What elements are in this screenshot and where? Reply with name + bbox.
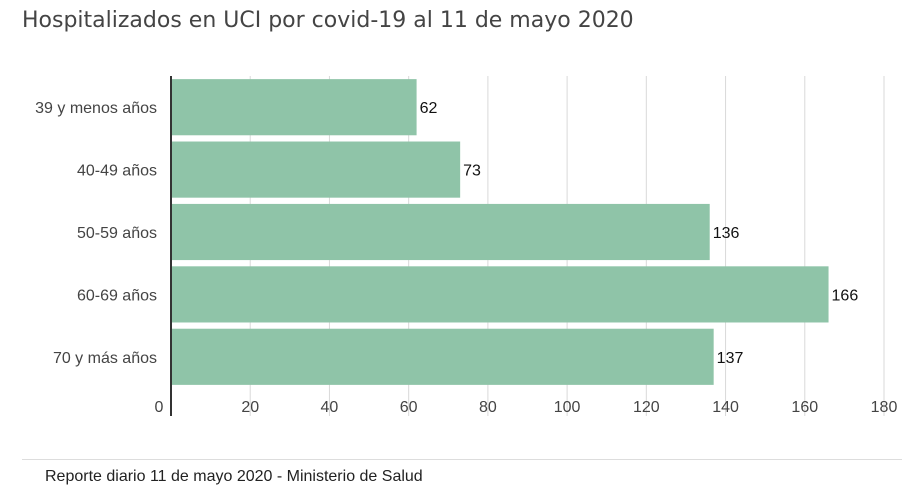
x-tick-label: 20: [241, 399, 259, 416]
x-tick-label: 100: [554, 399, 581, 416]
bar: [172, 266, 829, 323]
x-tick-label: 180: [871, 399, 898, 416]
bar: [172, 79, 417, 136]
x-tick-label: 120: [633, 399, 660, 416]
value-label: 137: [717, 350, 744, 367]
x-tick-label: 80: [479, 399, 497, 416]
category-label: 50-59 años: [77, 225, 157, 242]
x-tick-label: 60: [400, 399, 418, 416]
x-tick-label: 160: [791, 399, 818, 416]
x-axis-ticks: 0 20 40 60 80 100 120 140 160 180: [155, 399, 898, 416]
x-tick-label: 0: [155, 399, 164, 416]
bars: [172, 79, 829, 385]
source-note: Reporte diario 11 de mayo 2020 - Ministe…: [45, 468, 423, 485]
bar: [172, 328, 714, 385]
value-labels: 62 73 136 166 137: [420, 100, 859, 367]
footer-divider: [22, 459, 902, 460]
bar-chart: 39 y menos años 40-49 años 50-59 años 60-69…: [35, 76, 898, 416]
value-label: 73: [463, 163, 481, 180]
bar: [172, 141, 461, 198]
x-tick-label: 140: [712, 399, 739, 416]
value-label: 136: [713, 225, 740, 242]
category-label: 60-69 años: [77, 287, 157, 304]
category-labels: 39 y menos años 40-49 años 50-59 años 60-69…: [35, 100, 157, 367]
x-tick-label: 40: [321, 399, 339, 416]
category-label: 70 y más años: [53, 350, 157, 367]
category-label: 39 y menos años: [35, 100, 157, 117]
value-label: 62: [420, 100, 438, 117]
bar: [172, 203, 710, 261]
chart-title: Hospitalizados en UCI por covid-19 al 11…: [22, 8, 634, 33]
value-label: 166: [832, 287, 859, 304]
category-label: 40-49 años: [77, 163, 157, 180]
